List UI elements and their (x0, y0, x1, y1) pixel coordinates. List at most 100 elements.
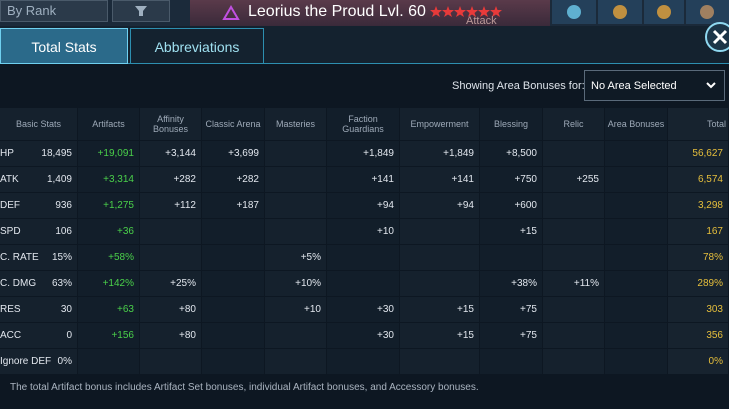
stat-cell: +11% (543, 271, 604, 296)
empty-cell (140, 219, 201, 244)
stat-cell: 78% (668, 245, 728, 270)
stat-cell: +255 (543, 167, 604, 192)
area-select-value: No Area Selected (591, 80, 677, 92)
stat-cell: 15% (0, 245, 77, 270)
stat-cell: 303 (668, 297, 728, 322)
empty-cell (480, 349, 542, 374)
stat-cell: +8,500 (480, 141, 542, 166)
empty-cell (605, 141, 667, 166)
empty-cell (140, 349, 201, 374)
column-header: Relic (543, 108, 604, 140)
stat-cell: +63 (78, 297, 139, 322)
stat-cell: 1,409 (0, 167, 77, 192)
sort-dropdown[interactable]: By Rank (0, 0, 108, 22)
stat-cell: +3,699 (202, 141, 264, 166)
stat-cell: +58% (78, 245, 139, 270)
stat-cell: +112 (140, 193, 201, 218)
rank-icon (222, 5, 240, 20)
stat-cell: +15 (400, 323, 479, 348)
empty-cell (265, 349, 326, 374)
column-header: Total (668, 108, 728, 140)
stat-cell: +142% (78, 271, 139, 296)
empty-cell (202, 349, 264, 374)
empty-cell (78, 349, 139, 374)
filter-button[interactable] (112, 0, 170, 22)
row-label: C. DMG (0, 278, 37, 289)
stat-cell: +80 (140, 323, 201, 348)
stat-cell: 56,627 (668, 141, 728, 166)
empty-cell (605, 193, 667, 218)
stat-cell: +25% (140, 271, 201, 296)
tab-abbreviations[interactable]: Abbreviations (130, 28, 264, 64)
empty-cell (543, 219, 604, 244)
footer-note: The total Artifact bonus includes Artifa… (10, 382, 479, 393)
stat-cell: +10 (327, 219, 399, 244)
empty-cell (605, 271, 667, 296)
empty-cell (480, 245, 542, 270)
stat-cell: +282 (140, 167, 201, 192)
empty-cell (400, 219, 479, 244)
empty-cell (265, 193, 326, 218)
column-header: Masteries (265, 108, 326, 140)
empty-cell (265, 167, 326, 192)
stat-cell: 6,574 (668, 167, 728, 192)
empty-cell (400, 245, 479, 270)
stat-cell: +38% (480, 271, 542, 296)
stat-cell: 167 (668, 219, 728, 244)
stat-cell: +750 (480, 167, 542, 192)
row-label: RES (0, 304, 21, 315)
empty-cell (605, 245, 667, 270)
stat-cell: +30 (327, 297, 399, 322)
empty-cell (543, 193, 604, 218)
empty-cell (202, 219, 264, 244)
row-label: Ignore DEF (0, 356, 52, 367)
stat-cell: 356 (668, 323, 728, 348)
stat-cell: +75 (480, 297, 542, 322)
row-label: SPD (0, 226, 21, 237)
stat-cell: 18,495 (0, 141, 77, 166)
row-label: C. RATE (0, 252, 39, 263)
column-header: Classic Arena (202, 108, 264, 140)
area-select[interactable]: No Area Selected (584, 70, 725, 101)
empty-cell (605, 297, 667, 322)
row-label: ACC (0, 330, 22, 341)
stat-cell: 289% (668, 271, 728, 296)
stat-cell: 0% (0, 349, 77, 374)
empty-cell (605, 167, 667, 192)
column-header: Faction Guardians (327, 108, 399, 140)
stat-cell: 63% (0, 271, 77, 296)
stat-cell: +80 (140, 297, 201, 322)
stat-cell: 30 (0, 297, 77, 322)
empty-cell (327, 245, 399, 270)
row-label: DEF (0, 200, 20, 211)
empty-cell (327, 349, 399, 374)
empty-cell (265, 219, 326, 244)
stat-cell: 3,298 (668, 193, 728, 218)
column-header: Area Bonuses (605, 108, 667, 140)
empty-cell (543, 349, 604, 374)
stat-cell: +94 (327, 193, 399, 218)
stat-cell: +30 (327, 323, 399, 348)
empty-cell (400, 349, 479, 374)
column-header: Empowerment (400, 108, 479, 140)
stars (430, 6, 502, 17)
stat-cell: +141 (400, 167, 479, 192)
close-button[interactable] (705, 22, 729, 52)
stat-cell: +187 (202, 193, 264, 218)
stat-cell: +10% (265, 271, 326, 296)
filter-icon (135, 6, 147, 16)
top-icons[interactable] (552, 0, 729, 26)
stat-cell: +15 (480, 219, 542, 244)
title-banner (190, 0, 550, 26)
champion-title: Leorius the Proud Lvl. 60 (248, 3, 426, 20)
stat-cell: +36 (78, 219, 139, 244)
empty-cell (202, 245, 264, 270)
column-header: Basic Stats (0, 108, 77, 140)
empty-cell (543, 323, 604, 348)
stat-cell: +141 (327, 167, 399, 192)
column-header: Blessing (480, 108, 542, 140)
empty-cell (265, 323, 326, 348)
empty-cell (202, 271, 264, 296)
tab-total-stats[interactable]: Total Stats (0, 28, 128, 64)
